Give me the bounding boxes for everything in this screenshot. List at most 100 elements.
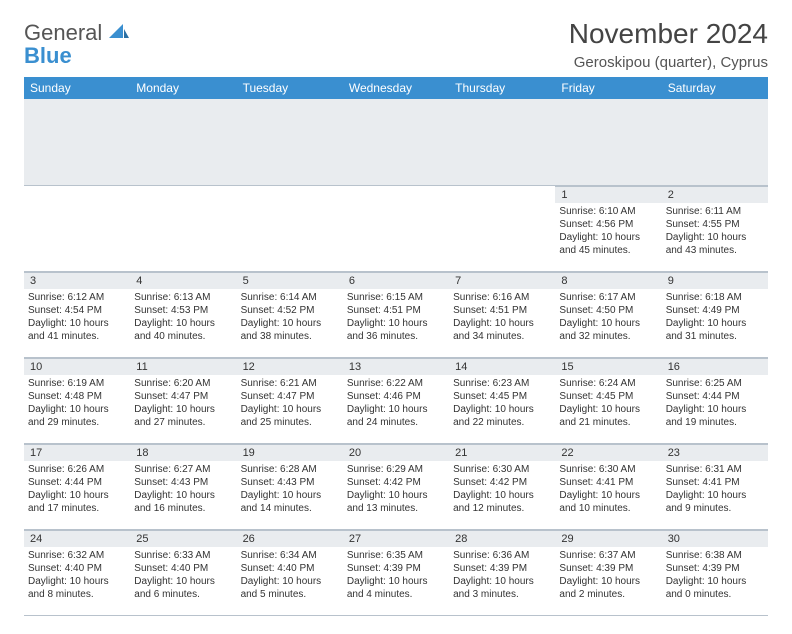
weekday-header: Sunday bbox=[24, 77, 130, 99]
logo: General Blue bbox=[24, 18, 129, 68]
day-details: Sunrise: 6:33 AMSunset: 4:40 PMDaylight:… bbox=[130, 547, 236, 603]
day-number: 9 bbox=[662, 272, 768, 289]
calendar-day-cell bbox=[343, 185, 449, 271]
day-number: 25 bbox=[130, 530, 236, 547]
day-details: Sunrise: 6:35 AMSunset: 4:39 PMDaylight:… bbox=[343, 547, 449, 603]
day-details: Sunrise: 6:19 AMSunset: 4:48 PMDaylight:… bbox=[24, 375, 130, 431]
day-number: 11 bbox=[130, 358, 236, 375]
day-number: 18 bbox=[130, 444, 236, 461]
day-details: Sunrise: 6:22 AMSunset: 4:46 PMDaylight:… bbox=[343, 375, 449, 431]
day-details: Sunrise: 6:37 AMSunset: 4:39 PMDaylight:… bbox=[555, 547, 661, 603]
calendar-day-cell bbox=[237, 185, 343, 271]
day-details: Sunrise: 6:36 AMSunset: 4:39 PMDaylight:… bbox=[449, 547, 555, 603]
day-details: Sunrise: 6:12 AMSunset: 4:54 PMDaylight:… bbox=[24, 289, 130, 345]
day-details: Sunrise: 6:32 AMSunset: 4:40 PMDaylight:… bbox=[24, 547, 130, 603]
calendar-day-cell: 9Sunrise: 6:18 AMSunset: 4:49 PMDaylight… bbox=[662, 271, 768, 357]
calendar-day-cell: 2Sunrise: 6:11 AMSunset: 4:55 PMDaylight… bbox=[662, 185, 768, 271]
calendar-day-cell: 30Sunrise: 6:38 AMSunset: 4:39 PMDayligh… bbox=[662, 529, 768, 615]
calendar-day-cell: 22Sunrise: 6:30 AMSunset: 4:41 PMDayligh… bbox=[555, 443, 661, 529]
weekday-header: Saturday bbox=[662, 77, 768, 99]
day-number: 2 bbox=[662, 186, 768, 203]
calendar-day-cell: 18Sunrise: 6:27 AMSunset: 4:43 PMDayligh… bbox=[130, 443, 236, 529]
calendar-day-cell bbox=[130, 185, 236, 271]
day-details: Sunrise: 6:30 AMSunset: 4:42 PMDaylight:… bbox=[449, 461, 555, 517]
day-details: Sunrise: 6:34 AMSunset: 4:40 PMDaylight:… bbox=[237, 547, 343, 603]
calendar-day-cell: 24Sunrise: 6:32 AMSunset: 4:40 PMDayligh… bbox=[24, 529, 130, 615]
logo-sail-icon bbox=[109, 24, 129, 40]
day-number: 26 bbox=[237, 530, 343, 547]
weekday-header: Wednesday bbox=[343, 77, 449, 99]
day-details: Sunrise: 6:20 AMSunset: 4:47 PMDaylight:… bbox=[130, 375, 236, 431]
calendar-body: 1Sunrise: 6:10 AMSunset: 4:56 PMDaylight… bbox=[24, 99, 768, 615]
logo-word1: General bbox=[24, 20, 102, 45]
day-details: Sunrise: 6:14 AMSunset: 4:52 PMDaylight:… bbox=[237, 289, 343, 345]
day-number: 6 bbox=[343, 272, 449, 289]
day-number: 15 bbox=[555, 358, 661, 375]
calendar-day-cell: 29Sunrise: 6:37 AMSunset: 4:39 PMDayligh… bbox=[555, 529, 661, 615]
day-number: 8 bbox=[555, 272, 661, 289]
day-details: Sunrise: 6:23 AMSunset: 4:45 PMDaylight:… bbox=[449, 375, 555, 431]
calendar-day-cell: 21Sunrise: 6:30 AMSunset: 4:42 PMDayligh… bbox=[449, 443, 555, 529]
calendar-day-cell: 5Sunrise: 6:14 AMSunset: 4:52 PMDaylight… bbox=[237, 271, 343, 357]
day-number: 17 bbox=[24, 444, 130, 461]
calendar-day-cell: 10Sunrise: 6:19 AMSunset: 4:48 PMDayligh… bbox=[24, 357, 130, 443]
location-label: Geroskipou (quarter), Cyprus bbox=[569, 54, 768, 71]
day-number: 14 bbox=[449, 358, 555, 375]
calendar-day-cell: 7Sunrise: 6:16 AMSunset: 4:51 PMDaylight… bbox=[449, 271, 555, 357]
calendar-day-cell: 20Sunrise: 6:29 AMSunset: 4:42 PMDayligh… bbox=[343, 443, 449, 529]
day-number: 27 bbox=[343, 530, 449, 547]
day-number: 22 bbox=[555, 444, 661, 461]
calendar-day-cell bbox=[24, 185, 130, 271]
day-number: 19 bbox=[237, 444, 343, 461]
header-row: General Blue November 2024 Geroskipou (q… bbox=[24, 18, 768, 71]
calendar-day-cell: 17Sunrise: 6:26 AMSunset: 4:44 PMDayligh… bbox=[24, 443, 130, 529]
spacer-row bbox=[24, 99, 768, 185]
calendar-day-cell: 19Sunrise: 6:28 AMSunset: 4:43 PMDayligh… bbox=[237, 443, 343, 529]
calendar-week-row: 17Sunrise: 6:26 AMSunset: 4:44 PMDayligh… bbox=[24, 443, 768, 529]
month-title: November 2024 bbox=[569, 18, 768, 50]
weekday-header-row: SundayMondayTuesdayWednesdayThursdayFrid… bbox=[24, 77, 768, 99]
calendar-day-cell bbox=[449, 185, 555, 271]
day-details: Sunrise: 6:26 AMSunset: 4:44 PMDaylight:… bbox=[24, 461, 130, 517]
calendar-day-cell: 25Sunrise: 6:33 AMSunset: 4:40 PMDayligh… bbox=[130, 529, 236, 615]
day-details: Sunrise: 6:11 AMSunset: 4:55 PMDaylight:… bbox=[662, 203, 768, 259]
calendar-day-cell: 15Sunrise: 6:24 AMSunset: 4:45 PMDayligh… bbox=[555, 357, 661, 443]
calendar-day-cell: 12Sunrise: 6:21 AMSunset: 4:47 PMDayligh… bbox=[237, 357, 343, 443]
title-block: November 2024 Geroskipou (quarter), Cypr… bbox=[569, 18, 768, 71]
calendar-day-cell: 23Sunrise: 6:31 AMSunset: 4:41 PMDayligh… bbox=[662, 443, 768, 529]
day-number: 16 bbox=[662, 358, 768, 375]
calendar-table: SundayMondayTuesdayWednesdayThursdayFrid… bbox=[24, 77, 768, 616]
day-details: Sunrise: 6:28 AMSunset: 4:43 PMDaylight:… bbox=[237, 461, 343, 517]
day-number: 3 bbox=[24, 272, 130, 289]
day-number: 21 bbox=[449, 444, 555, 461]
day-details: Sunrise: 6:30 AMSunset: 4:41 PMDaylight:… bbox=[555, 461, 661, 517]
day-details: Sunrise: 6:18 AMSunset: 4:49 PMDaylight:… bbox=[662, 289, 768, 345]
day-number: 10 bbox=[24, 358, 130, 375]
calendar-week-row: 10Sunrise: 6:19 AMSunset: 4:48 PMDayligh… bbox=[24, 357, 768, 443]
calendar-day-cell: 28Sunrise: 6:36 AMSunset: 4:39 PMDayligh… bbox=[449, 529, 555, 615]
day-details: Sunrise: 6:15 AMSunset: 4:51 PMDaylight:… bbox=[343, 289, 449, 345]
day-number: 30 bbox=[662, 530, 768, 547]
day-details: Sunrise: 6:27 AMSunset: 4:43 PMDaylight:… bbox=[130, 461, 236, 517]
day-number: 1 bbox=[555, 186, 661, 203]
day-details: Sunrise: 6:21 AMSunset: 4:47 PMDaylight:… bbox=[237, 375, 343, 431]
day-details: Sunrise: 6:24 AMSunset: 4:45 PMDaylight:… bbox=[555, 375, 661, 431]
day-number: 20 bbox=[343, 444, 449, 461]
logo-word2: Blue bbox=[24, 43, 72, 68]
calendar-day-cell: 13Sunrise: 6:22 AMSunset: 4:46 PMDayligh… bbox=[343, 357, 449, 443]
calendar-day-cell: 27Sunrise: 6:35 AMSunset: 4:39 PMDayligh… bbox=[343, 529, 449, 615]
calendar-page: General Blue November 2024 Geroskipou (q… bbox=[0, 0, 792, 634]
day-details: Sunrise: 6:17 AMSunset: 4:50 PMDaylight:… bbox=[555, 289, 661, 345]
calendar-day-cell: 6Sunrise: 6:15 AMSunset: 4:51 PMDaylight… bbox=[343, 271, 449, 357]
day-number: 12 bbox=[237, 358, 343, 375]
day-number: 29 bbox=[555, 530, 661, 547]
day-details: Sunrise: 6:16 AMSunset: 4:51 PMDaylight:… bbox=[449, 289, 555, 345]
calendar-week-row: 3Sunrise: 6:12 AMSunset: 4:54 PMDaylight… bbox=[24, 271, 768, 357]
calendar-day-cell: 3Sunrise: 6:12 AMSunset: 4:54 PMDaylight… bbox=[24, 271, 130, 357]
day-details: Sunrise: 6:10 AMSunset: 4:56 PMDaylight:… bbox=[555, 203, 661, 259]
calendar-day-cell: 1Sunrise: 6:10 AMSunset: 4:56 PMDaylight… bbox=[555, 185, 661, 271]
weekday-header: Friday bbox=[555, 77, 661, 99]
calendar-week-row: 1Sunrise: 6:10 AMSunset: 4:56 PMDaylight… bbox=[24, 185, 768, 271]
day-details: Sunrise: 6:25 AMSunset: 4:44 PMDaylight:… bbox=[662, 375, 768, 431]
day-details: Sunrise: 6:31 AMSunset: 4:41 PMDaylight:… bbox=[662, 461, 768, 517]
